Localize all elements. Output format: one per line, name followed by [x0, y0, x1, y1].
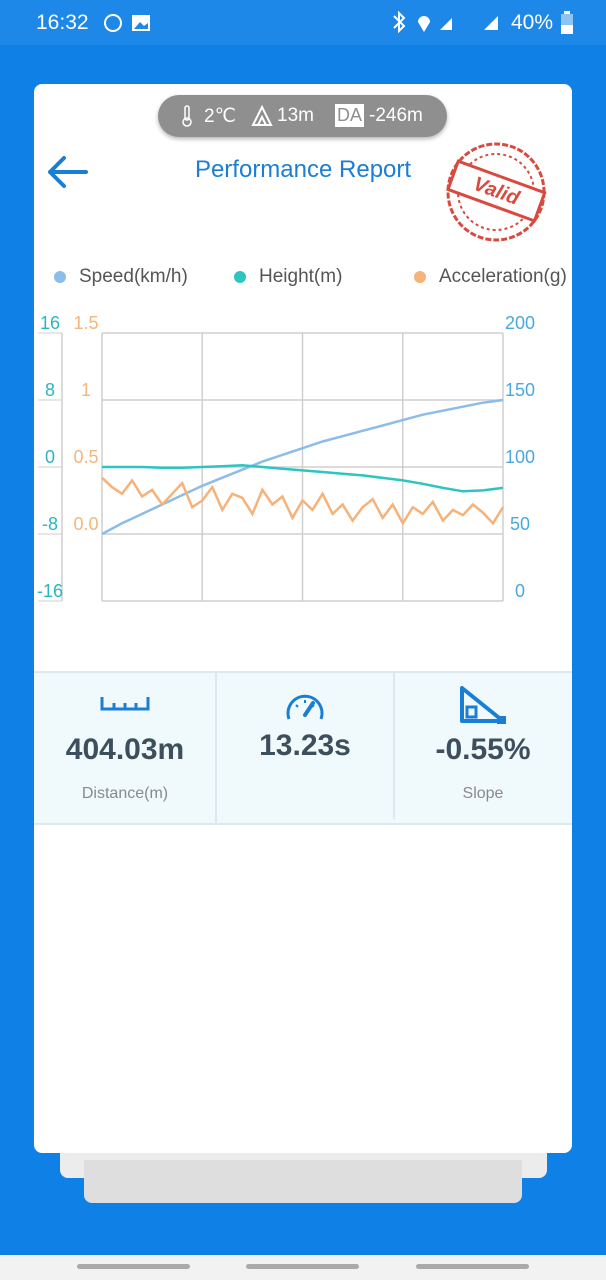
y2-tick-label: 0: [515, 581, 525, 601]
report-card: 2℃ 13m DA -246m Performance Report Valid…: [34, 84, 572, 1153]
y-tick-label: 16: [40, 313, 60, 333]
clock: 16:32: [36, 11, 89, 34]
thermometer-icon: [182, 105, 192, 127]
y2-tick-label: 200: [505, 313, 535, 333]
da-badge: DA: [335, 104, 365, 127]
stats-panel: 404.03m Distance(m) 13.23s -0.55% Slope: [34, 671, 572, 825]
distance-value: 404.03m: [65, 733, 185, 766]
y3-tick-label: 1.5: [73, 313, 98, 333]
divider: [215, 673, 217, 823]
slope-value: -0.55%: [435, 733, 531, 766]
ruler-icon: [100, 697, 150, 711]
y2-tick-label: 100: [505, 447, 535, 467]
density-altitude: -246m: [369, 105, 423, 126]
y3-tick-label: 0.5: [73, 447, 98, 467]
altitude: 13m: [277, 105, 314, 126]
back-button[interactable]: [46, 154, 90, 190]
nav-button[interactable]: [77, 1264, 190, 1269]
y-tick-label: -8: [42, 514, 58, 534]
legend-marker: [54, 271, 66, 283]
series-line: [101, 398, 504, 536]
slope-icon: [460, 686, 506, 724]
y2-tick-label: 50: [510, 514, 530, 534]
series-line: [101, 476, 505, 526]
battery-level: 40%: [511, 11, 554, 34]
nav-button[interactable]: [246, 1264, 359, 1269]
legend-label: Acceleration(g): [439, 266, 567, 287]
status-icons: [104, 14, 150, 32]
nav-button[interactable]: [416, 1264, 529, 1269]
legend-marker: [414, 271, 426, 283]
slope-label: Slope: [462, 785, 504, 802]
gauge-icon: [286, 694, 324, 720]
time-value: 13.23s: [259, 729, 351, 762]
distance-label: Distance(m): [81, 785, 169, 802]
y-tick-label: -16: [37, 581, 63, 601]
y2-tick-label: 150: [505, 380, 535, 400]
divider: [393, 673, 395, 819]
mountain-icon: [251, 105, 273, 126]
y-tick-label: 8: [45, 380, 55, 400]
navigation-bar: [0, 1255, 606, 1280]
y3-tick-label: 1: [81, 380, 91, 400]
page-title: Performance Report: [194, 156, 412, 183]
legend-marker: [234, 271, 246, 283]
conditions-pill: 2℃ 13m DA -246m: [158, 95, 447, 137]
battery-icon: [561, 11, 573, 34]
legend-label: Speed(km/h): [79, 266, 188, 287]
signal-icons: [393, 10, 498, 34]
legend-label: Height(m): [259, 266, 342, 287]
valid-stamp: Valid: [446, 142, 547, 242]
card-shadow: [84, 1160, 522, 1203]
status-bar: 16:32 40%: [0, 0, 606, 45]
series-line: [102, 464, 504, 493]
temperature: 2℃: [204, 106, 236, 127]
chart: 16 8 0 -8 -16 1.5 1 0.5 0.0 200 150 100 50 0 Speed(km/…: [37, 266, 567, 602]
y3-tick-label: 0.0: [73, 514, 98, 534]
y-tick-label: 0: [45, 447, 55, 467]
